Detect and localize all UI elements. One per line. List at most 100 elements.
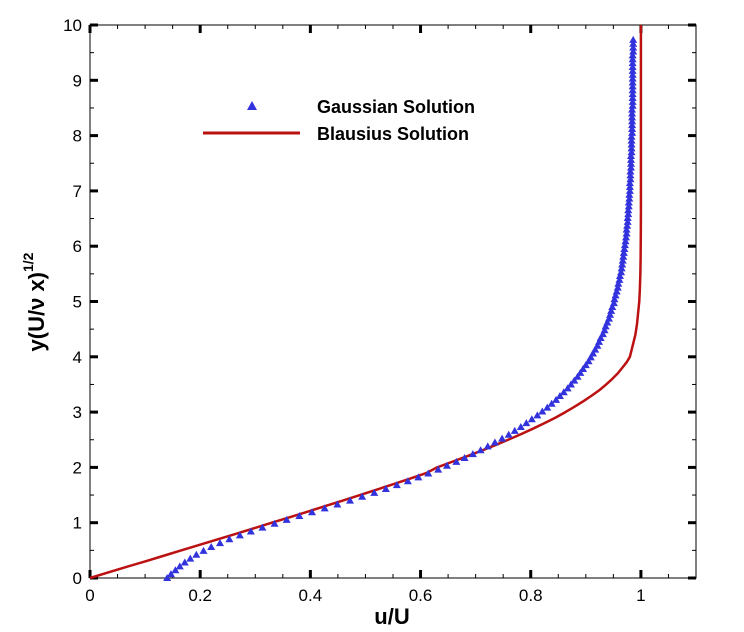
gaussian-point	[628, 51, 637, 59]
y-axis-title-exponent: 1/2	[20, 252, 36, 272]
gaussian-point	[175, 562, 184, 570]
gaussian-point	[613, 283, 622, 291]
gaussian-point	[522, 419, 531, 427]
gaussian-point	[282, 515, 291, 523]
gaussian-point	[246, 527, 255, 535]
gaussian-point	[543, 403, 552, 411]
gaussian-point	[555, 392, 564, 400]
gaussian-point	[628, 109, 637, 117]
y-tick-label: 8	[73, 127, 82, 146]
gaussian-point	[460, 454, 469, 461]
gaussian-point	[516, 423, 525, 431]
gaussian-point	[628, 105, 637, 113]
y-tick-label: 6	[73, 237, 82, 256]
gaussian-point	[483, 442, 492, 450]
gaussian-point	[593, 341, 602, 349]
x-tick-label: 0	[85, 586, 94, 605]
gaussian-point	[424, 469, 433, 477]
gaussian-point	[527, 415, 536, 423]
gaussian-point	[381, 484, 390, 492]
gaussian-point	[566, 380, 575, 388]
gaussian-point	[625, 194, 634, 202]
gaussian-point	[171, 566, 180, 574]
gaussian-point	[163, 574, 172, 581]
gaussian-point	[576, 368, 585, 376]
gaussian-point	[533, 411, 542, 419]
gaussian-point	[490, 438, 499, 446]
gaussian-point	[625, 186, 634, 194]
gaussian-point	[624, 198, 633, 206]
gaussian-point	[559, 388, 568, 396]
gaussian-point	[629, 43, 638, 51]
gaussian-point	[626, 155, 635, 163]
y-axis-title: y(U/ν x)1/2	[20, 252, 49, 351]
gaussian-series	[163, 35, 638, 581]
y-tick-label: 2	[73, 458, 82, 477]
gaussian-point	[573, 372, 582, 380]
gaussian-point	[607, 306, 616, 314]
gaussian-point	[628, 90, 637, 98]
y-tick-label: 10	[63, 16, 82, 35]
gaussian-point	[626, 175, 635, 183]
gaussian-point	[628, 94, 637, 101]
y-tick-label: 5	[73, 293, 82, 312]
gaussian-point	[609, 299, 618, 307]
gaussian-point	[611, 291, 620, 299]
gaussian-point	[606, 310, 615, 318]
gaussian-point	[610, 295, 619, 303]
gaussian-point	[370, 488, 379, 496]
gaussian-point	[563, 384, 572, 392]
gaussian-point	[628, 63, 637, 71]
gaussian-point	[618, 256, 627, 264]
gaussian-point	[614, 279, 623, 287]
gaussian-point	[628, 97, 637, 105]
y-axis-title-base: y(U/ν x)	[24, 272, 49, 351]
gaussian-point	[612, 287, 621, 295]
gaussian-point	[629, 47, 638, 55]
gaussian-point	[623, 221, 632, 229]
gaussian-point	[620, 244, 629, 252]
gaussian-point	[604, 314, 613, 322]
gaussian-point	[624, 202, 633, 210]
gaussian-point	[598, 330, 607, 338]
gaussian-point	[627, 148, 636, 156]
y-tick-label: 7	[73, 182, 82, 201]
gaussian-point	[186, 554, 195, 562]
gaussian-point	[180, 558, 189, 566]
gaussian-point	[619, 252, 628, 260]
gaussian-point	[434, 465, 443, 473]
gaussian-point	[626, 167, 635, 175]
gaussian-point	[624, 206, 633, 214]
gaussian-point	[623, 217, 632, 225]
gaussian-point	[476, 446, 485, 454]
gaussian-point	[588, 349, 597, 357]
gaussian-point	[600, 326, 609, 334]
gaussian-point	[621, 237, 630, 245]
gaussian-point	[615, 272, 624, 280]
x-tick-label: 0.4	[299, 586, 323, 605]
y-tick-label: 1	[73, 514, 82, 533]
gaussian-point	[586, 353, 595, 361]
gaussian-point	[216, 539, 225, 547]
gaussian-point	[591, 345, 600, 353]
x-tick-label: 0.2	[188, 586, 212, 605]
gaussian-point	[504, 430, 513, 438]
x-axis-title: u/U	[374, 604, 409, 629]
gaussian-point	[192, 550, 201, 558]
gaussian-point	[570, 376, 579, 384]
gaussian-point	[199, 546, 208, 554]
gaussian-point	[628, 66, 637, 74]
gaussian-point	[225, 535, 234, 543]
gaussian-point	[358, 492, 367, 500]
gaussian-point	[603, 318, 612, 326]
gaussian-point	[392, 481, 401, 489]
legend-gaussian-marker	[247, 101, 257, 110]
gaussian-point	[308, 508, 317, 516]
gaussian-point	[628, 117, 637, 125]
gaussian-point	[414, 473, 423, 481]
gaussian-point	[628, 59, 637, 67]
gaussian-point	[627, 136, 636, 144]
gaussian-point	[320, 504, 329, 512]
x-tick-label: 0.8	[519, 586, 543, 605]
gaussian-point	[627, 140, 636, 148]
